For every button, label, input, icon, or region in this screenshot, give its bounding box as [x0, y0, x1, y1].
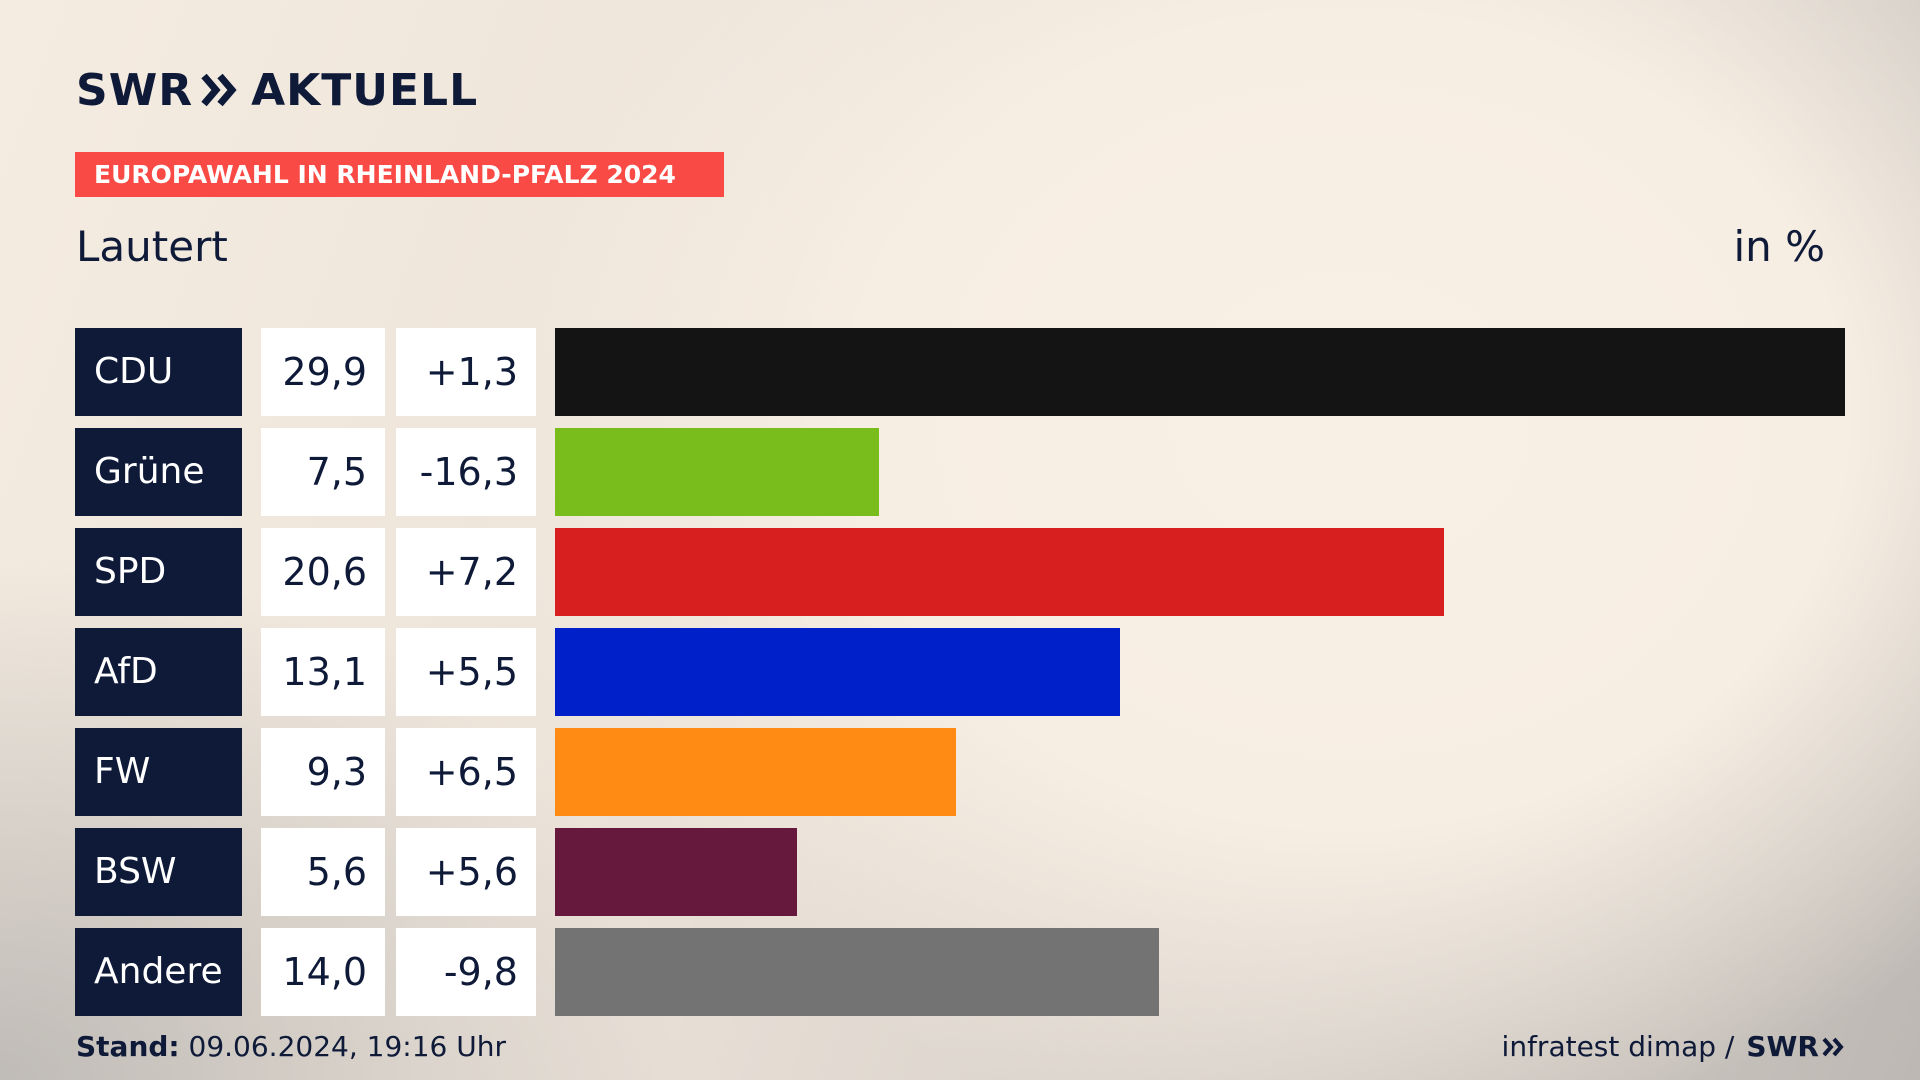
result-bar [555, 328, 1845, 416]
party-label: Grüne [75, 428, 242, 516]
vote-share-value: 20,6 [261, 528, 385, 616]
logo-suffix: AKTUELL [251, 64, 479, 116]
result-bar [555, 528, 1444, 616]
result-bar [555, 728, 956, 816]
vote-share-value: 9,3 [261, 728, 385, 816]
small-logo-brand: SWR [1746, 1030, 1819, 1063]
result-bar [555, 428, 879, 516]
small-chevron-icon [1822, 1037, 1844, 1056]
region-title: Lautert [76, 222, 228, 271]
vote-share-value: 29,9 [261, 328, 385, 416]
vote-change-value: +1,3 [396, 328, 536, 416]
unit-label: in % [1733, 222, 1825, 271]
result-row: SPD 20,6 +7,2 [75, 528, 1845, 616]
party-label: SPD [75, 528, 242, 616]
result-bar [555, 828, 797, 916]
result-row: Andere 14,0 -9,8 [75, 928, 1845, 1016]
swr-aktuell-logo: SWR AKTUELL [76, 64, 479, 116]
vote-share-value: 5,6 [261, 828, 385, 916]
vote-change-value: -16,3 [396, 428, 536, 516]
vote-share-value: 13,1 [261, 628, 385, 716]
result-bar [555, 928, 1159, 1016]
result-row: Grüne 7,5 -16,3 [75, 428, 1845, 516]
result-row: AfD 13,1 +5,5 [75, 628, 1845, 716]
vote-change-value: +5,6 [396, 828, 536, 916]
party-label: Andere [75, 928, 242, 1016]
party-label: AfD [75, 628, 242, 716]
double-chevron-icon [201, 73, 237, 107]
source-credit: infratest dimap / SWR [1502, 1030, 1844, 1063]
result-row: CDU 29,9 +1,3 [75, 328, 1845, 416]
party-label: FW [75, 728, 242, 816]
result-bar [555, 628, 1120, 716]
vote-change-value: +7,2 [396, 528, 536, 616]
result-row: FW 9,3 +6,5 [75, 728, 1845, 816]
party-label: CDU [75, 328, 242, 416]
vote-change-value: +6,5 [396, 728, 536, 816]
vote-share-value: 14,0 [261, 928, 385, 1016]
election-tag: EUROPAWAHL IN RHEINLAND-PFALZ 2024 [75, 152, 724, 197]
stand-label: Stand: [76, 1030, 180, 1063]
stand-value: 09.06.2024, 19:16 Uhr [179, 1030, 506, 1063]
result-row: BSW 5,6 +5,6 [75, 828, 1845, 916]
vote-change-value: +5,5 [396, 628, 536, 716]
vote-change-value: -9,8 [396, 928, 536, 1016]
logo-brand: SWR [76, 64, 194, 116]
party-label: BSW [75, 828, 242, 916]
timestamp: Stand: 09.06.2024, 19:16 Uhr [76, 1030, 506, 1063]
swr-small-logo: SWR [1746, 1030, 1844, 1063]
source-text: infratest dimap / [1501, 1030, 1735, 1063]
vote-share-value: 7,5 [261, 428, 385, 516]
